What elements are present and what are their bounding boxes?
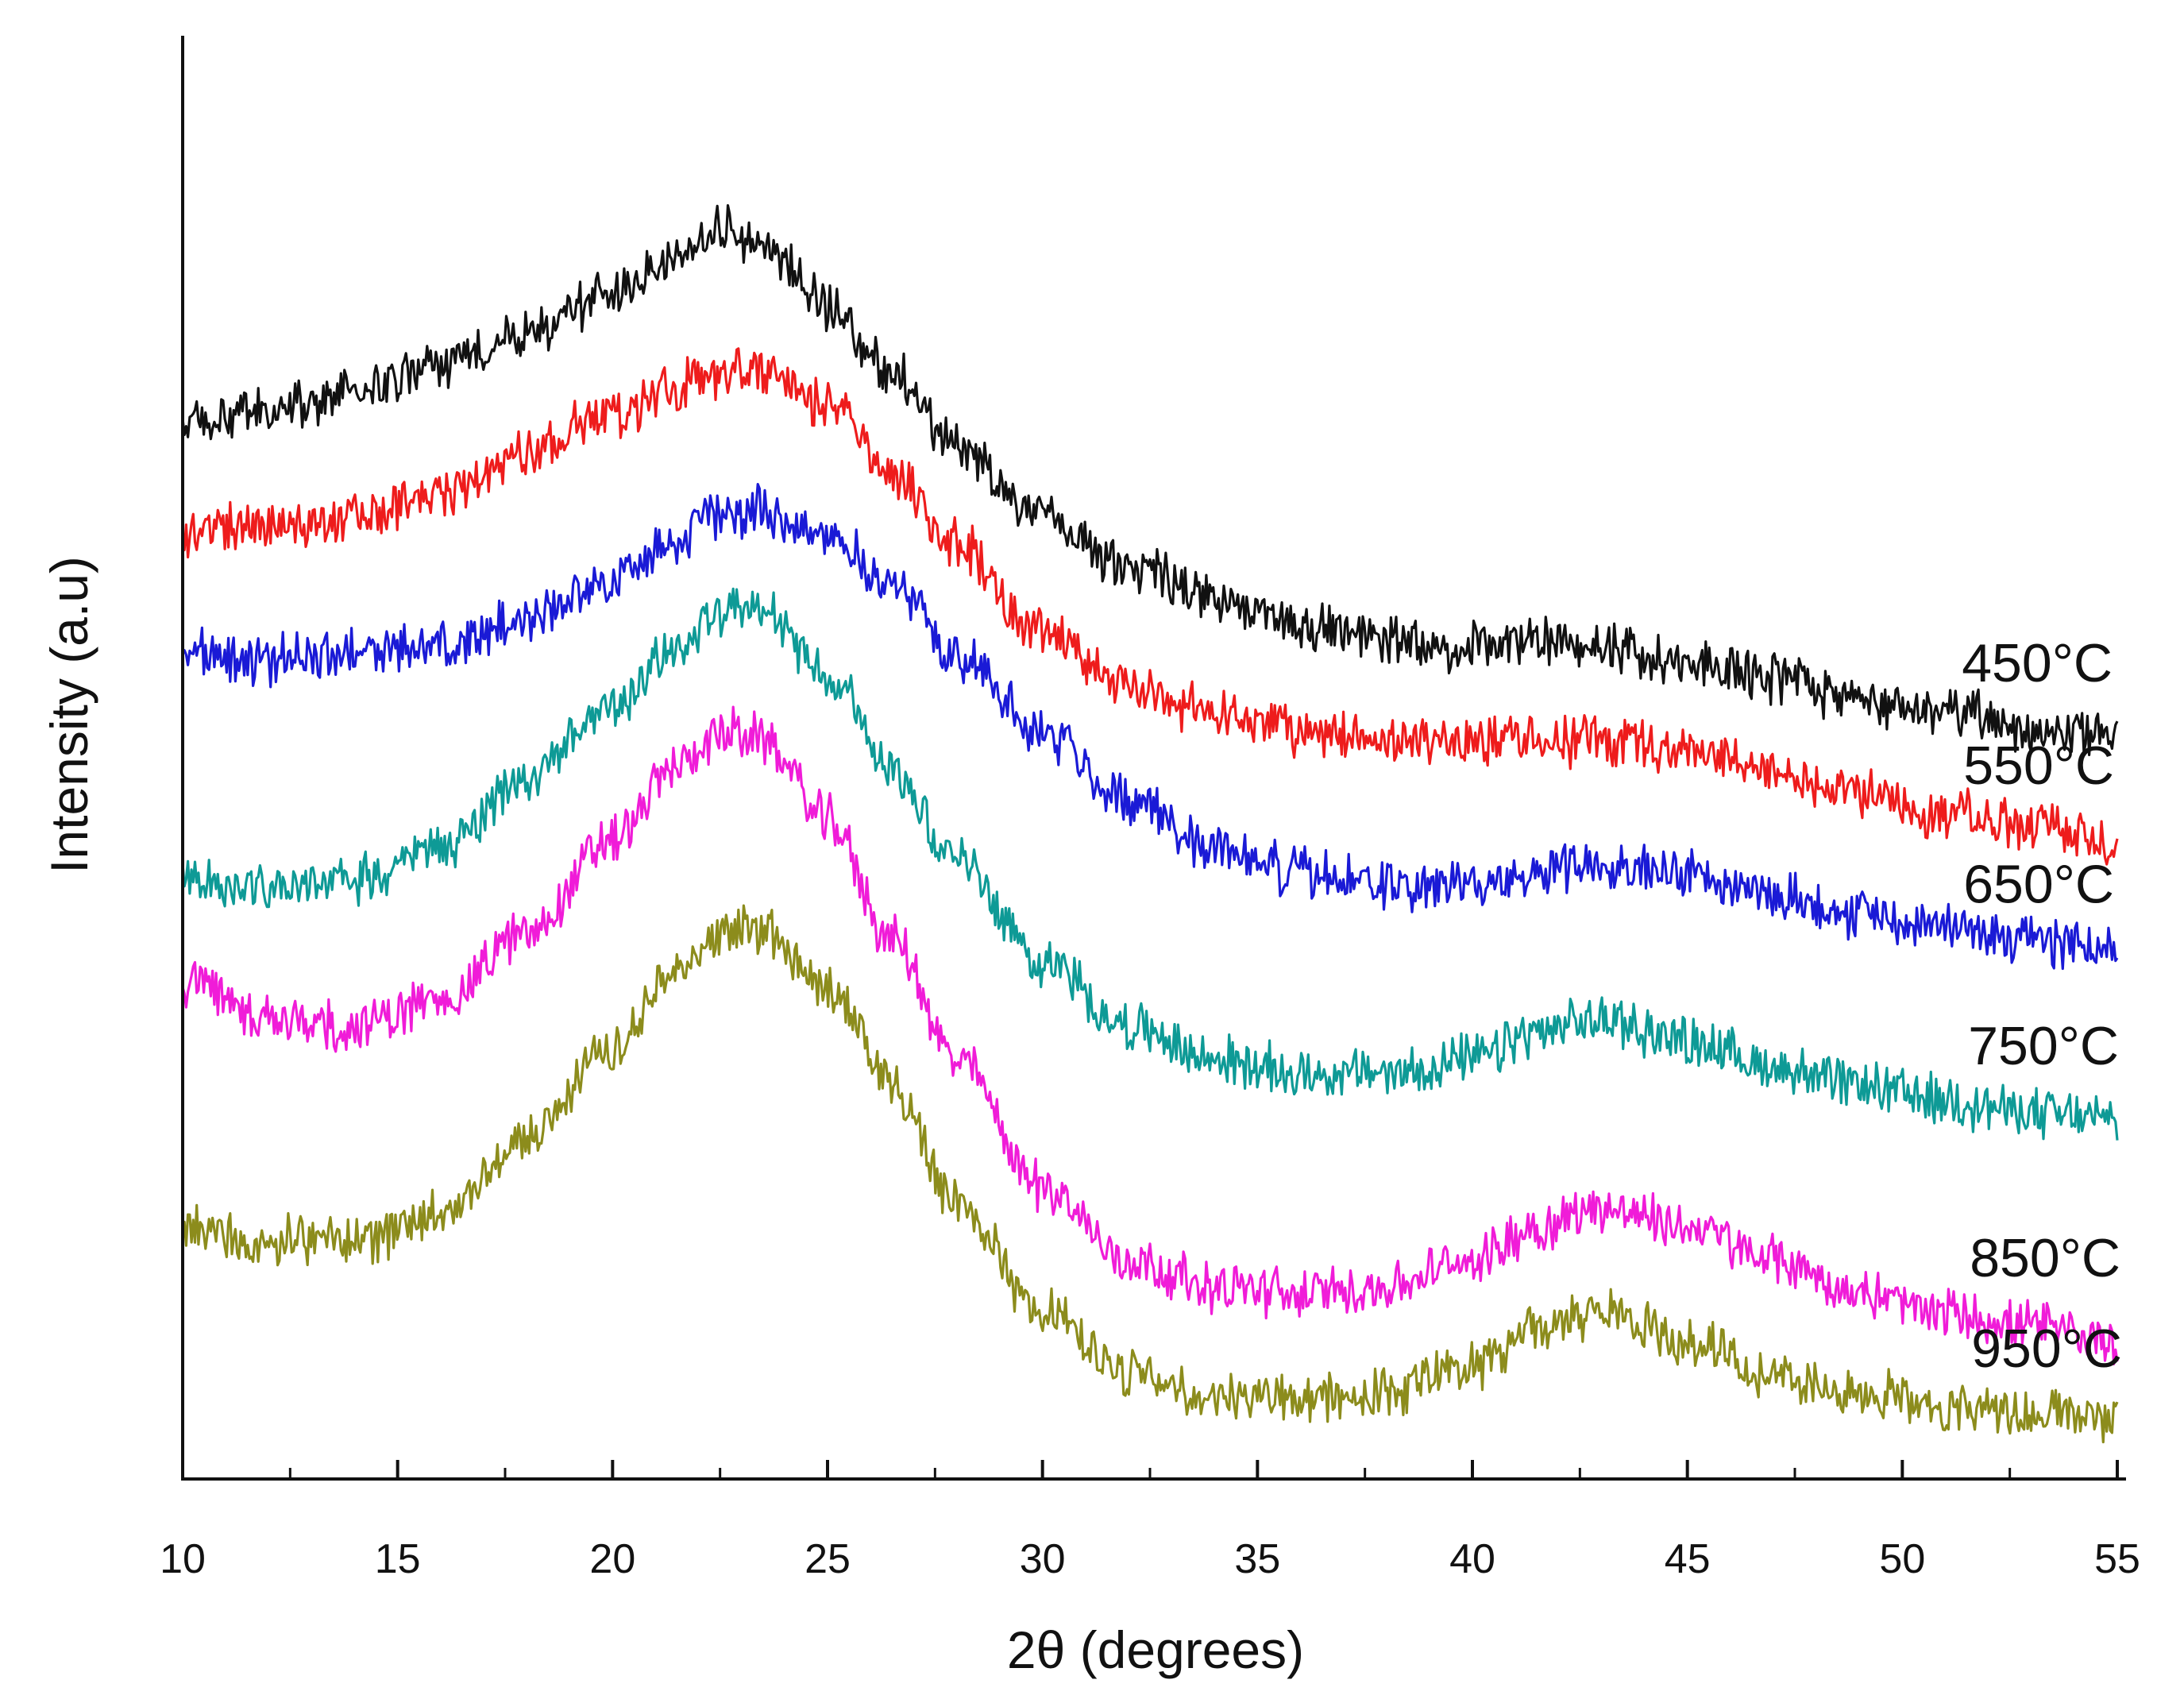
series-label: 850°C	[1970, 1228, 2120, 1288]
x-axis-ticks: 10 15 20 25 30 35 40 45 50 55	[160, 1460, 2140, 1582]
series-line-750	[181, 587, 2119, 1141]
x-tick-label: 45	[1665, 1536, 1711, 1582]
series-traces	[181, 204, 2119, 1444]
series-line-850	[181, 705, 2119, 1365]
x-axis-title: 2θ (degrees)	[1007, 1620, 1304, 1679]
series-labels: 450°C 550°C 650°C 750°C 850°C 950°C	[1962, 633, 2122, 1379]
series-label: 650°C	[1963, 855, 2114, 915]
series-line-950	[181, 904, 2119, 1444]
x-tick-label: 20	[589, 1536, 635, 1582]
series-line-550	[182, 347, 2119, 866]
y-axis-title: Intensity (a.u)	[40, 556, 98, 874]
series-line-450	[181, 204, 2119, 756]
series-label: 750°C	[1968, 1016, 2119, 1076]
series-label: 950°C	[1971, 1319, 2122, 1379]
series-line-650	[181, 483, 2119, 971]
x-tick-label: 40	[1449, 1536, 1495, 1582]
series-label: 550°C	[1963, 736, 2114, 796]
series-label: 450°C	[1962, 633, 2113, 693]
x-tick-label: 30	[1020, 1536, 1066, 1582]
x-tick-label: 10	[160, 1536, 206, 1582]
x-tick-label: 35	[1234, 1536, 1280, 1582]
x-tick-label: 15	[375, 1536, 421, 1582]
x-tick-label: 55	[2094, 1536, 2140, 1582]
x-tick-label: 50	[1879, 1536, 1925, 1582]
x-tick-label: 25	[805, 1536, 851, 1582]
